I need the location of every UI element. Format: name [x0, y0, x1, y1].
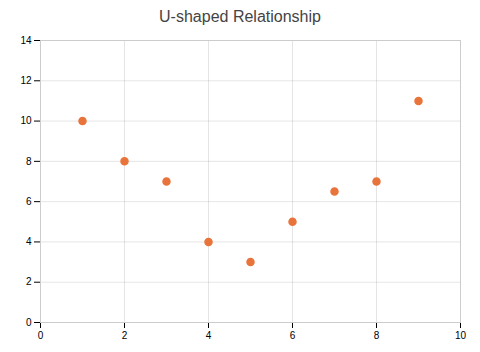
svg-text:0: 0	[38, 330, 44, 341]
svg-text:6: 6	[26, 196, 32, 207]
svg-text:6: 6	[290, 330, 296, 341]
svg-text:10: 10	[20, 115, 32, 126]
svg-text:14: 14	[20, 35, 32, 46]
html-text:U-shaped Relationship: U-shaped Relationship	[159, 8, 321, 25]
svg-text:4: 4	[26, 236, 32, 247]
svg-text:2: 2	[122, 330, 128, 341]
svg-text:10: 10	[455, 330, 467, 341]
svg-text:0: 0	[26, 317, 32, 328]
svg-text:8: 8	[26, 156, 32, 167]
svg-text:2: 2	[26, 276, 32, 287]
svg-text:12: 12	[20, 75, 32, 86]
svg-text:4: 4	[206, 330, 212, 341]
svg-text:8: 8	[374, 330, 380, 341]
